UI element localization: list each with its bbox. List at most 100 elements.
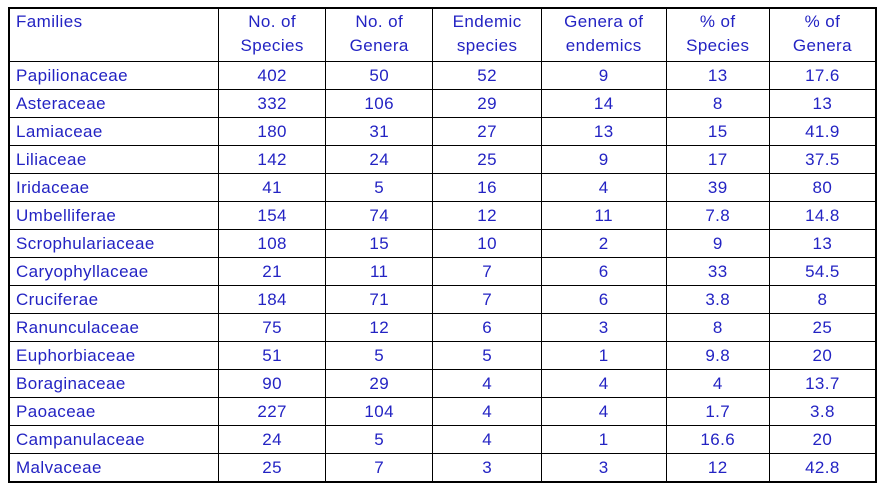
table-row: Campanulaceae 24 5 4 1 16.6 20 [8,425,877,454]
table-row: Umbelliferae 154 74 12 11 7.8 14.8 [8,201,877,230]
family-name-cell: Umbelliferae [8,201,220,230]
value-cell: 74 [324,201,434,230]
value-cell: 39 [665,173,770,202]
value-cell: 3 [432,453,542,483]
value-cell: 20 [768,425,877,454]
value-cell: 8 [768,285,877,314]
value-cell: 6 [540,285,667,314]
value-cell: 9 [540,61,667,90]
table-header: Families No. of Species No. of Genera Endem… [8,7,877,62]
value-cell: 17 [665,145,770,174]
value-cell: 29 [324,369,434,398]
column-header: Endemic species [432,7,542,62]
value-cell: 5 [324,425,434,454]
value-cell: 142 [218,145,326,174]
value-cell: 27 [432,117,542,146]
value-cell: 1.7 [665,397,770,426]
value-cell: 75 [218,313,326,342]
page: Families No. of Species No. of Genera Endem… [8,7,877,483]
value-cell: 20 [768,341,877,370]
value-cell: 24 [218,425,326,454]
value-cell: 41 [218,173,326,202]
value-cell: 1 [540,425,667,454]
family-name-cell: Iridaceae [8,173,220,202]
value-cell: 14 [540,89,667,118]
table-row: Liliaceae 142 24 25 9 17 37.5 [8,145,877,174]
value-cell: 4 [432,397,542,426]
value-cell: 9.8 [665,341,770,370]
family-name-cell: Scrophulariaceae [8,229,220,258]
value-cell: 16 [432,173,542,202]
value-cell: 9 [665,229,770,258]
value-cell: 21 [218,257,326,286]
value-cell: 52 [432,61,542,90]
value-cell: 8 [665,89,770,118]
value-cell: 7 [432,257,542,286]
table-row: Cruciferae 184 71 7 6 3.8 8 [8,285,877,314]
value-cell: 9 [540,145,667,174]
value-cell: 6 [540,257,667,286]
value-cell: 71 [324,285,434,314]
value-cell: 25 [432,145,542,174]
value-cell: 6 [432,313,542,342]
family-name-cell: Euphorbiaceae [8,341,220,370]
family-name-cell: Boraginaceae [8,369,220,398]
family-name-cell: Ranunculaceae [8,313,220,342]
value-cell: 24 [324,145,434,174]
table-row: Caryophyllaceae 21 11 7 6 33 54.5 [8,257,877,286]
value-cell: 180 [218,117,326,146]
value-cell: 3.8 [768,397,877,426]
value-cell: 4 [540,369,667,398]
value-cell: 3 [540,313,667,342]
value-cell: 12 [324,313,434,342]
value-cell: 54.5 [768,257,877,286]
value-cell: 37.5 [768,145,877,174]
value-cell: 14.8 [768,201,877,230]
value-cell: 154 [218,201,326,230]
table-row: Papilionaceae 402 50 52 9 13 17.6 [8,61,877,90]
value-cell: 31 [324,117,434,146]
value-cell: 13 [540,117,667,146]
family-name-cell: Lamiaceae [8,117,220,146]
value-cell: 227 [218,397,326,426]
value-cell: 50 [324,61,434,90]
column-header: % of Species [665,7,770,62]
value-cell: 4 [665,369,770,398]
value-cell: 13 [665,61,770,90]
value-cell: 184 [218,285,326,314]
value-cell: 4 [432,425,542,454]
value-cell: 106 [324,89,434,118]
value-cell: 80 [768,173,877,202]
value-cell: 33 [665,257,770,286]
value-cell: 90 [218,369,326,398]
value-cell: 29 [432,89,542,118]
value-cell: 11 [540,201,667,230]
families-table: Families No. of Species No. of Genera Endem… [8,7,877,483]
value-cell: 25 [768,313,877,342]
table-row: Paoaceae 227 104 4 4 1.7 3.8 [8,397,877,426]
value-cell: 5 [324,341,434,370]
value-cell: 7 [324,453,434,483]
family-name-cell: Campanulaceae [8,425,220,454]
value-cell: 15 [665,117,770,146]
table-row: Euphorbiaceae 51 5 5 1 9.8 20 [8,341,877,370]
table-row: Ranunculaceae 75 12 6 3 8 25 [8,313,877,342]
value-cell: 5 [432,341,542,370]
value-cell: 104 [324,397,434,426]
value-cell: 13 [768,229,877,258]
value-cell: 3.8 [665,285,770,314]
value-cell: 7.8 [665,201,770,230]
family-name-cell: Malvaceae [8,453,220,483]
value-cell: 4 [540,173,667,202]
column-header-families: Families [8,7,220,62]
family-name-cell: Asteraceae [8,89,220,118]
table-row: Scrophulariaceae 108 15 10 2 9 13 [8,229,877,258]
value-cell: 25 [218,453,326,483]
value-cell: 3 [540,453,667,483]
value-cell: 4 [432,369,542,398]
value-cell: 7 [432,285,542,314]
column-header: No. of Genera [324,7,434,62]
table-row: Boraginaceae 90 29 4 4 4 13.7 [8,369,877,398]
value-cell: 42.8 [768,453,877,483]
value-cell: 1 [540,341,667,370]
